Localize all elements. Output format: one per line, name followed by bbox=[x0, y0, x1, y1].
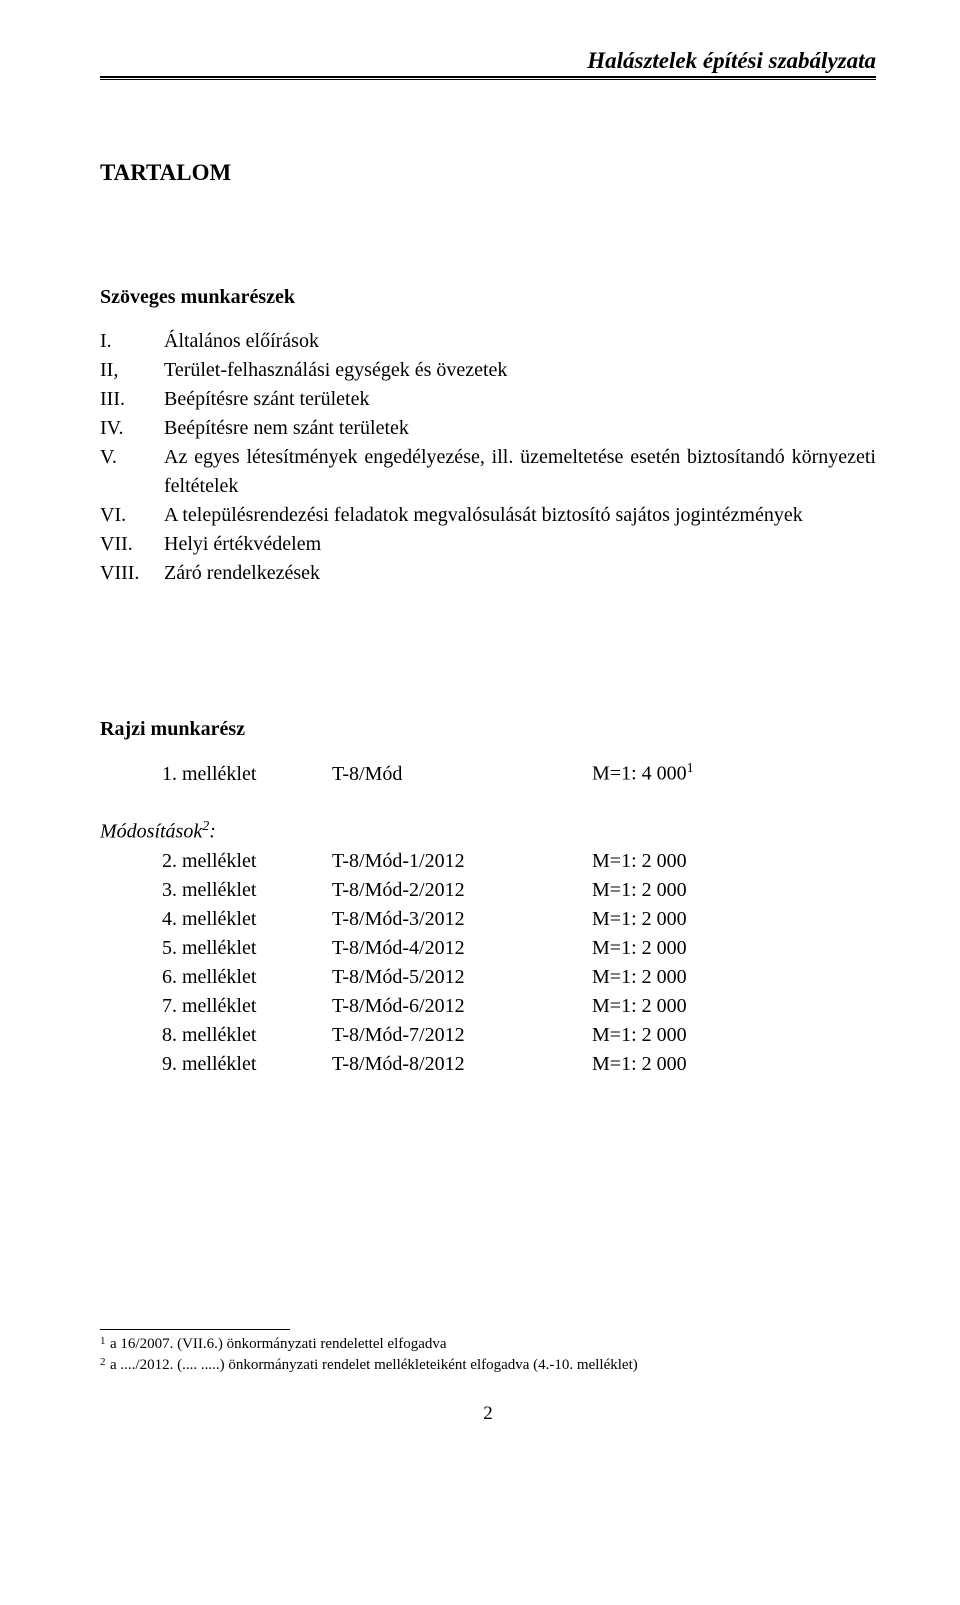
modifications-list: 2. mellékletT-8/Mód-1/2012M=1: 2 0003. m… bbox=[162, 847, 876, 1079]
modification-scale: M=1: 2 000 bbox=[592, 905, 876, 934]
modification-scale: M=1: 2 000 bbox=[592, 1021, 876, 1050]
modification-scale: M=1: 2 000 bbox=[592, 992, 876, 1021]
modification-row: 7. mellékletT-8/Mód-6/2012M=1: 2 000 bbox=[162, 992, 876, 1021]
header-rule-thin bbox=[100, 79, 876, 80]
footnote-number: 2 bbox=[100, 1355, 110, 1375]
modification-row: 4. mellékletT-8/Mód-3/2012M=1: 2 000 bbox=[162, 905, 876, 934]
modification-label: 6. melléklet bbox=[162, 963, 332, 992]
footnotes: 1 a 16/2007. (VII.6.) önkormányzati rend… bbox=[100, 1334, 876, 1375]
toc-item-text: A településrendezési feladatok megvalósu… bbox=[164, 501, 876, 530]
attachment-label: 1. melléklet bbox=[162, 760, 332, 789]
toc-item-number: III. bbox=[100, 385, 164, 414]
running-header-title: Halásztelek építési szabályzata bbox=[100, 48, 876, 76]
footnote-separator bbox=[100, 1329, 290, 1330]
modification-row: 5. mellékletT-8/Mód-4/2012M=1: 2 000 bbox=[162, 934, 876, 963]
toc-heading: Szöveges munkarészek bbox=[100, 286, 876, 309]
toc-item: V.Az egyes létesítmények engedélyezése, … bbox=[100, 443, 876, 501]
toc-item: VIII.Záró rendelkezések bbox=[100, 559, 876, 588]
attachment-scale: M=1: 4 0001 bbox=[592, 759, 876, 789]
modification-code: T-8/Mód-5/2012 bbox=[332, 963, 592, 992]
toc-item-number: VI. bbox=[100, 501, 164, 530]
modification-code: T-8/Mód-8/2012 bbox=[332, 1050, 592, 1079]
page-number: 2 bbox=[100, 1403, 876, 1425]
page-title: TARTALOM bbox=[100, 160, 876, 186]
modification-label: 7. melléklet bbox=[162, 992, 332, 1021]
toc-item-number: II, bbox=[100, 356, 164, 385]
toc-item-text: Helyi értékvédelem bbox=[164, 530, 876, 559]
toc-item-text: Beépítésre nem szánt területek bbox=[164, 414, 876, 443]
modification-scale: M=1: 2 000 bbox=[592, 847, 876, 876]
footnote-text: a ..../2012. (.... .....) önkormányzati … bbox=[110, 1355, 876, 1375]
modification-code: T-8/Mód-2/2012 bbox=[332, 876, 592, 905]
toc-item: II,Terület-felhasználási egységek és öve… bbox=[100, 356, 876, 385]
modification-row: 8. mellékletT-8/Mód-7/2012M=1: 2 000 bbox=[162, 1021, 876, 1050]
modification-label: 9. melléklet bbox=[162, 1050, 332, 1079]
toc-item-text: Záró rendelkezések bbox=[164, 559, 876, 588]
modification-code: T-8/Mód-4/2012 bbox=[332, 934, 592, 963]
toc-list: I.Általános előírásokII,Terület-felhaszn… bbox=[100, 327, 876, 588]
primary-attachment: 1. melléklet T-8/Mód M=1: 4 0001 bbox=[162, 759, 876, 789]
header-rule-thick bbox=[100, 76, 876, 78]
modification-scale: M=1: 2 000 bbox=[592, 963, 876, 992]
modification-code: T-8/Mód-6/2012 bbox=[332, 992, 592, 1021]
footnote: 1 a 16/2007. (VII.6.) önkormányzati rend… bbox=[100, 1334, 876, 1354]
toc-item: VI.A településrendezési feladatok megval… bbox=[100, 501, 876, 530]
modification-row: 9. mellékletT-8/Mód-8/2012M=1: 2 000 bbox=[162, 1050, 876, 1079]
modification-label: 3. melléklet bbox=[162, 876, 332, 905]
modification-scale: M=1: 2 000 bbox=[592, 1050, 876, 1079]
modification-code: T-8/Mód-3/2012 bbox=[332, 905, 592, 934]
toc-item: VII.Helyi értékvédelem bbox=[100, 530, 876, 559]
modification-label: 4. melléklet bbox=[162, 905, 332, 934]
modification-scale: M=1: 2 000 bbox=[592, 934, 876, 963]
toc-item: III.Beépítésre szánt területek bbox=[100, 385, 876, 414]
toc-item-number: VIII. bbox=[100, 559, 164, 588]
toc-item-text: Terület-felhasználási egységek és övezet… bbox=[164, 356, 876, 385]
toc-item: I.Általános előírások bbox=[100, 327, 876, 356]
modification-row: 3. mellékletT-8/Mód-2/2012M=1: 2 000 bbox=[162, 876, 876, 905]
footnote-number: 1 bbox=[100, 1334, 110, 1354]
footnote-text: a 16/2007. (VII.6.) önkormányzati rendel… bbox=[110, 1334, 876, 1354]
toc-item-number: IV. bbox=[100, 414, 164, 443]
drawing-section-heading: Rajzi munkarész bbox=[100, 718, 876, 741]
toc-item: IV.Beépítésre nem szánt területek bbox=[100, 414, 876, 443]
toc-item-text: Általános előírások bbox=[164, 327, 876, 356]
modification-row: 6. mellékletT-8/Mód-5/2012M=1: 2 000 bbox=[162, 963, 876, 992]
attachment-code: T-8/Mód bbox=[332, 760, 592, 789]
toc-item-number: V. bbox=[100, 443, 164, 501]
attachment-row: 1. melléklet T-8/Mód M=1: 4 0001 bbox=[162, 759, 876, 789]
toc-item-text: Beépítésre szánt területek bbox=[164, 385, 876, 414]
toc-item-number: I. bbox=[100, 327, 164, 356]
modification-label: 2. melléklet bbox=[162, 847, 332, 876]
toc-item-number: VII. bbox=[100, 530, 164, 559]
modifications-heading: Módosítások2: bbox=[100, 819, 876, 844]
modification-code: T-8/Mód-1/2012 bbox=[332, 847, 592, 876]
footnote: 2 a ..../2012. (.... .....) önkormányzat… bbox=[100, 1355, 876, 1375]
modification-code: T-8/Mód-7/2012 bbox=[332, 1021, 592, 1050]
toc-item-text: Az egyes létesítmények engedélyezése, il… bbox=[164, 443, 876, 501]
modification-label: 5. melléklet bbox=[162, 934, 332, 963]
modification-scale: M=1: 2 000 bbox=[592, 876, 876, 905]
modification-label: 8. melléklet bbox=[162, 1021, 332, 1050]
modification-row: 2. mellékletT-8/Mód-1/2012M=1: 2 000 bbox=[162, 847, 876, 876]
